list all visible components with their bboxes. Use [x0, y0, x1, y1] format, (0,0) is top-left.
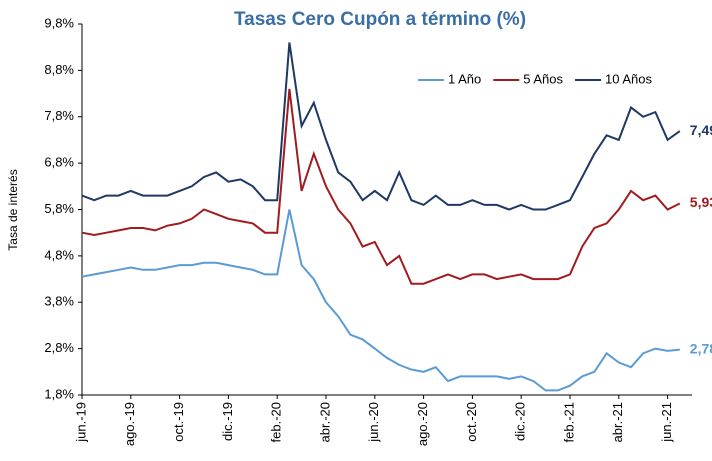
x-tick-label: ago.-20 [415, 402, 430, 446]
y-tick-label: 9,8% [44, 15, 74, 30]
series-line [81, 209, 680, 392]
series-line [81, 42, 681, 211]
x-tick-label: dic.-20 [513, 402, 528, 441]
x-tick-label: abr.-21 [610, 402, 625, 442]
y-tick-label: 6,8% [44, 155, 74, 170]
x-tick-label: abr.-20 [317, 402, 332, 442]
series-line [81, 88, 681, 285]
end-label: 2,78% [690, 340, 712, 356]
x-tick-label: oct.-20 [464, 402, 479, 442]
x-tick-label: ago.-19 [122, 402, 137, 446]
x-tick-label: jun.-20 [366, 402, 381, 443]
y-tick-label: 5,8% [44, 201, 74, 216]
chart-title: Tasas Cero Cupón a término (%) [234, 9, 526, 30]
y-tick-label: 4,8% [44, 247, 74, 262]
x-tick-label: oct.-19 [171, 402, 186, 442]
x-tick-label: jun.-21 [659, 402, 674, 443]
legend-label: 5 Años [523, 71, 563, 86]
x-tick-label: jun.-19 [73, 402, 88, 443]
y-axis-label: Tasa de interés [6, 169, 20, 250]
y-tick-label: 1,8% [44, 386, 74, 401]
y-tick-label: 8,8% [44, 62, 74, 77]
legend-label: 10 Años [605, 71, 652, 86]
end-label: 7,49% [690, 122, 712, 138]
x-tick-label: dic.-19 [220, 402, 235, 441]
end-label: 5,93% [690, 194, 712, 210]
legend-label: 1 Año [448, 71, 481, 86]
y-tick-label: 7,8% [44, 108, 74, 123]
y-tick-label: 3,8% [44, 294, 74, 309]
x-tick-label: feb.-21 [561, 402, 576, 442]
y-tick-label: 2,8% [44, 340, 74, 355]
x-tick-label: feb.-20 [269, 402, 284, 442]
